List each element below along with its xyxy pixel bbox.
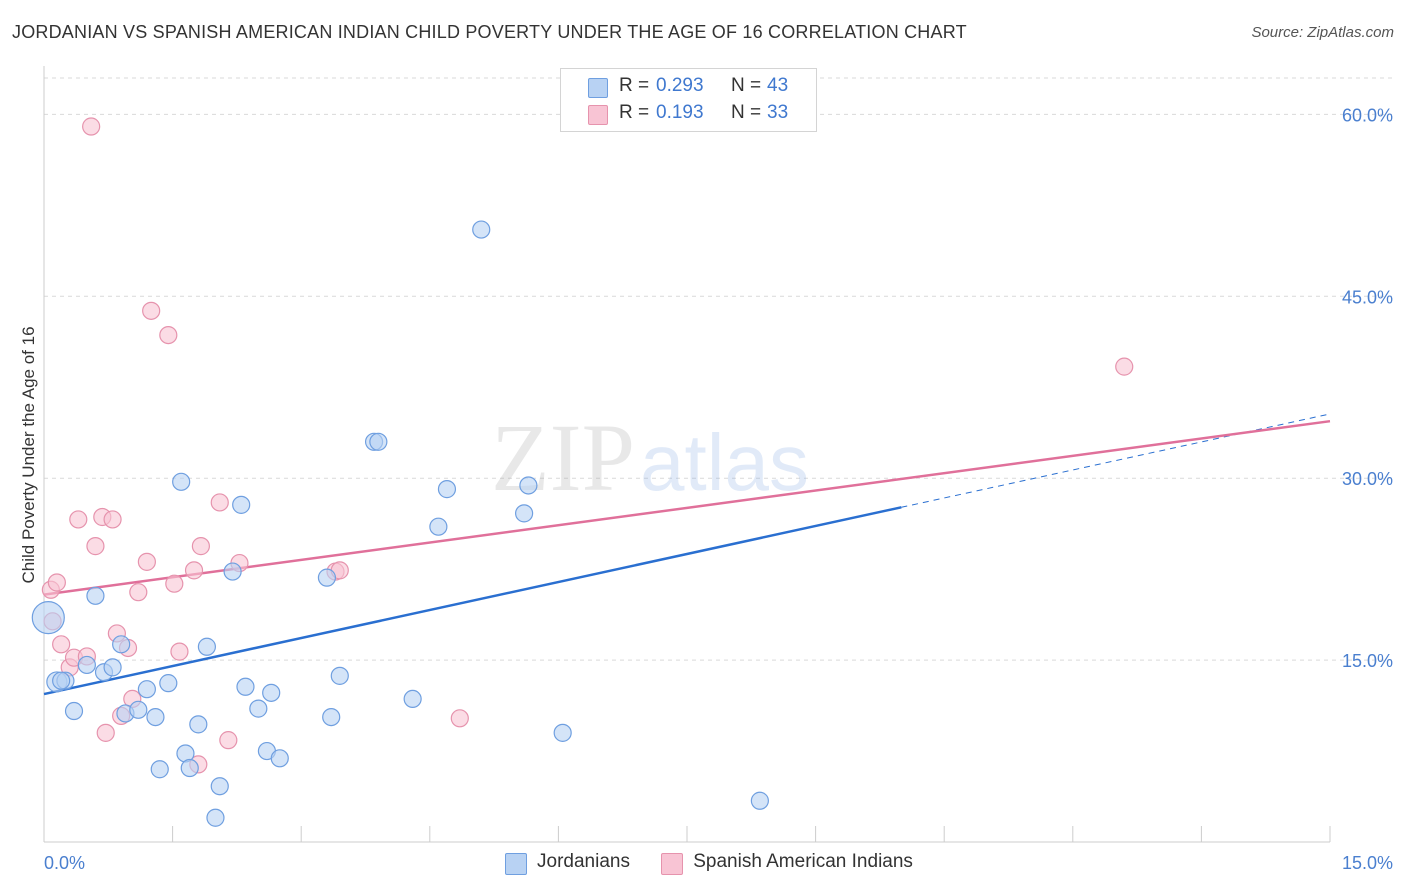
jordanians-point	[180, 758, 199, 778]
legend-item-jordanians: Jordanians	[505, 851, 630, 875]
legend-row-spanish-american-indians: R = 0.193 N = 33	[561, 102, 816, 128]
jordanians-trendline	[43, 506, 902, 696]
jordanians-point	[317, 568, 337, 587]
tick-labels: 15.0% 30.0% 45.0% 60.0% 0.0% 15.0%	[44, 105, 1393, 873]
jordanians-point	[159, 674, 178, 693]
jordanians-point	[103, 658, 122, 677]
n-value: 43	[767, 75, 789, 96]
jordanians-point	[52, 671, 71, 690]
x-tick-label: 0.0%	[44, 853, 85, 873]
jordanians-point	[197, 637, 216, 656]
jordanians-point	[31, 601, 65, 635]
jordanians-point	[129, 700, 148, 719]
jordanians-point	[750, 791, 769, 810]
spanish-swatch	[661, 853, 684, 875]
spanish-point	[103, 510, 122, 529]
spanish-point	[142, 301, 161, 320]
jordanians-point	[249, 699, 268, 718]
spanish-point	[165, 574, 184, 593]
legend-label: Spanish American Indians	[693, 851, 913, 872]
spanish-point	[47, 573, 66, 592]
jordanians-point	[437, 480, 457, 499]
jordanians-point	[223, 562, 242, 581]
jordanians-point	[146, 707, 165, 727]
jordanians-point	[429, 517, 448, 536]
jordanians-point	[553, 723, 572, 742]
spanish-point	[86, 537, 105, 556]
jordanians-point	[515, 504, 534, 523]
spanish-point	[82, 117, 101, 136]
jordanians-point	[519, 476, 538, 495]
jordanians-point	[330, 666, 349, 685]
x-tick-label: 15.0%	[1342, 853, 1393, 873]
spanish-trendline	[43, 419, 1331, 596]
jordanians-point	[236, 677, 255, 696]
jordanians-point	[322, 707, 341, 727]
spanish-point	[96, 723, 115, 742]
jordanians-point	[77, 655, 96, 675]
jordanians-point	[137, 680, 156, 699]
jordanians-point	[210, 777, 229, 796]
jordanians-point	[262, 683, 281, 702]
n-label: N =	[731, 75, 762, 96]
jordanians-point	[472, 220, 491, 239]
stats-legend: R = 0.293 N = 43 R = 0.193 N = 33	[560, 68, 817, 132]
jordanians-point	[150, 760, 169, 779]
y-axis-title: Child Poverty Under the Age of 16	[19, 326, 38, 583]
spanish-swatch	[588, 105, 608, 125]
spanish-point	[184, 561, 204, 580]
y-tick-label: 30.0%	[1342, 469, 1393, 489]
legend-label: Jordanians	[537, 851, 630, 872]
spanish-point	[450, 709, 469, 728]
spanish-point	[210, 493, 229, 512]
spanish-point	[159, 325, 178, 345]
series-legend: Jordanians Spanish American Indians	[505, 851, 939, 877]
grid-lines	[44, 77, 1392, 661]
y-tick-label: 15.0%	[1342, 651, 1393, 671]
y-tick-label: 60.0%	[1342, 105, 1393, 125]
n-label: N =	[731, 102, 762, 123]
spanish-point	[129, 583, 148, 602]
jordanians-point	[64, 701, 84, 721]
jordanians-point	[189, 715, 208, 734]
r-value: 0.293	[656, 75, 704, 96]
spanish-point	[1115, 357, 1134, 376]
r-label: R =	[619, 75, 650, 96]
r-label: R =	[619, 102, 650, 123]
jordanians-point	[232, 495, 251, 514]
spanish-point	[219, 731, 238, 750]
data-points	[31, 117, 1134, 827]
watermark-zip: ZIP	[491, 404, 635, 511]
spanish-point	[191, 537, 210, 556]
jordanians-swatch	[588, 78, 608, 98]
r-value: 0.193	[656, 102, 704, 123]
spanish-point	[52, 635, 71, 654]
jordanians-point	[172, 472, 191, 491]
trend-lines	[43, 413, 1331, 696]
source-label: Source: ZipAtlas.com	[1251, 24, 1394, 41]
n-value: 33	[767, 102, 789, 123]
axes	[43, 66, 1331, 843]
jordanians-point	[112, 635, 131, 654]
legend-item-spanish-american-indians: Spanish American Indians	[661, 851, 913, 875]
jordanians-point	[403, 689, 422, 709]
spanish-point	[69, 510, 88, 529]
legend-row-jordanians: R = 0.293 N = 43	[561, 75, 816, 101]
jordanians-swatch	[505, 853, 527, 875]
spanish-point	[170, 642, 189, 661]
y-tick-label: 45.0%	[1342, 287, 1393, 307]
jordanians-point	[270, 749, 289, 768]
jordanians-point	[369, 432, 388, 451]
jordanians-point	[206, 808, 225, 827]
spanish-point	[137, 552, 156, 571]
jordanians-trendline-extension	[901, 413, 1331, 508]
jordanians-point	[86, 586, 105, 605]
watermark-atlas: atlas	[640, 418, 809, 507]
chart-title: JORDANIAN VS SPANISH AMERICAN INDIAN CHI…	[12, 22, 967, 42]
watermark: ZIP atlas	[491, 404, 809, 511]
